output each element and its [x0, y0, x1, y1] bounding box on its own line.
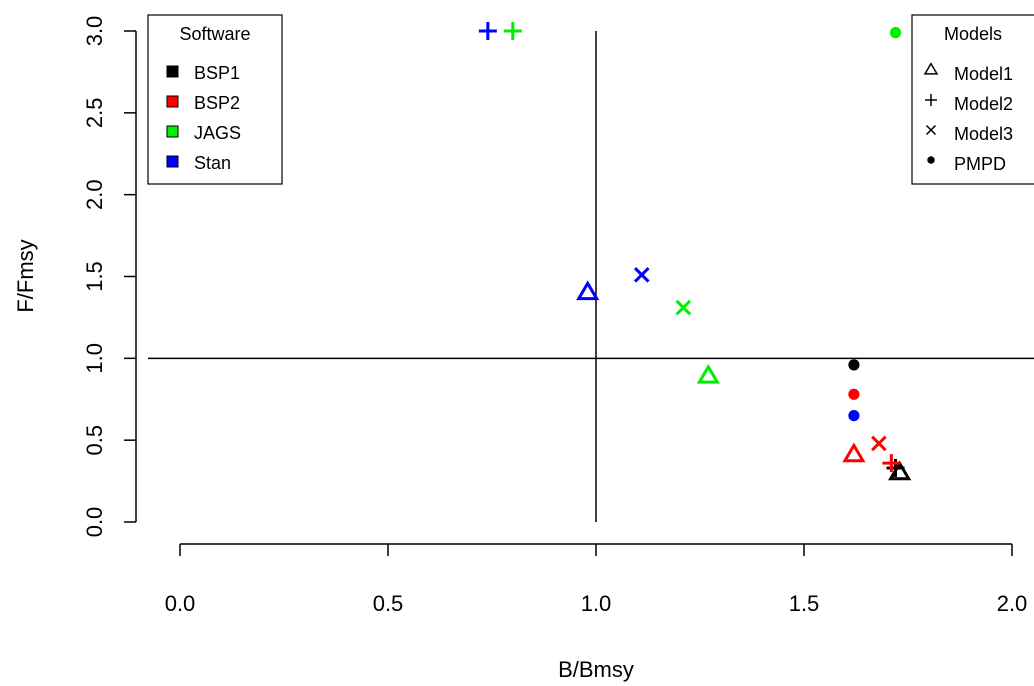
y-tick-label: 2.0	[82, 179, 107, 210]
data-points	[478, 22, 912, 481]
legend-models-title: Models	[944, 24, 1002, 44]
point-jags-model2	[503, 22, 522, 40]
point-bsp2-pmpd	[848, 388, 860, 400]
y-tick-label: 1.5	[82, 261, 107, 292]
point-stan-model2	[478, 22, 497, 40]
point-bsp2-model3	[871, 435, 887, 452]
legend-marker-model3	[925, 124, 937, 136]
legend-label-pmpd: PMPD	[954, 154, 1006, 174]
legend-models: Models Model1 Model2 Model3 PMPD	[911, 14, 1034, 185]
x-tick-label: 1.5	[789, 591, 820, 616]
point-bsp1-model1	[888, 460, 912, 481]
y-tick-label: 3.0	[82, 16, 107, 47]
y-axis: 0.0 0.5 1.0 1.5 2.0 2.5 3.0	[82, 16, 137, 538]
x-tick-label: 1.0	[581, 591, 612, 616]
point-bsp2-model1	[842, 442, 866, 463]
legend-swatch-bsp2	[166, 95, 179, 108]
legend-swatch-stan	[166, 155, 179, 168]
point-bsp2-model2	[882, 454, 901, 473]
legend-label-model3: Model3	[954, 124, 1013, 144]
legend-label-model2: Model2	[954, 94, 1013, 114]
legend-marker-model2	[925, 94, 937, 106]
legend-label-model1: Model1	[954, 64, 1013, 84]
point-jags-model1	[696, 363, 720, 384]
point-bsp1-pmpd	[848, 359, 860, 371]
y-tick-label: 1.0	[82, 343, 107, 374]
x-axis: 0.0 0.5 1.0 1.5 2.0	[165, 543, 1028, 616]
point-stan-model3	[633, 267, 650, 283]
point-stan-pmpd	[848, 410, 860, 422]
legend-label-jags: JAGS	[194, 123, 241, 143]
legend-label-bsp1: BSP1	[194, 63, 240, 83]
reference-lines	[148, 31, 1034, 522]
x-tick-label: 2.0	[997, 591, 1028, 616]
legend-label-bsp2: BSP2	[194, 93, 240, 113]
y-axis-title: F/Fmsy	[13, 239, 38, 312]
y-tick-label: 0.0	[82, 507, 107, 538]
point-jags-pmpd	[889, 27, 902, 39]
y-tick-label: 0.5	[82, 425, 107, 456]
legend-label-stan: Stan	[194, 153, 231, 173]
legend-marker-model1	[923, 62, 939, 75]
legend-swatch-jags	[166, 125, 179, 138]
point-stan-model1	[576, 280, 600, 301]
legend-software: Software BSP1 BSP2 JAGS Stan	[147, 14, 283, 185]
legend-marker-pmpd	[927, 156, 935, 164]
x-tick-label: 0.5	[373, 591, 404, 616]
point-jags-model3	[675, 299, 692, 316]
y-tick-label: 2.5	[82, 98, 107, 129]
x-tick-label: 0.0	[165, 591, 196, 616]
legend-swatch-bsp1	[166, 65, 179, 78]
x-axis-title: B/Bmsy	[558, 657, 634, 682]
legend-software-title: Software	[179, 24, 250, 44]
